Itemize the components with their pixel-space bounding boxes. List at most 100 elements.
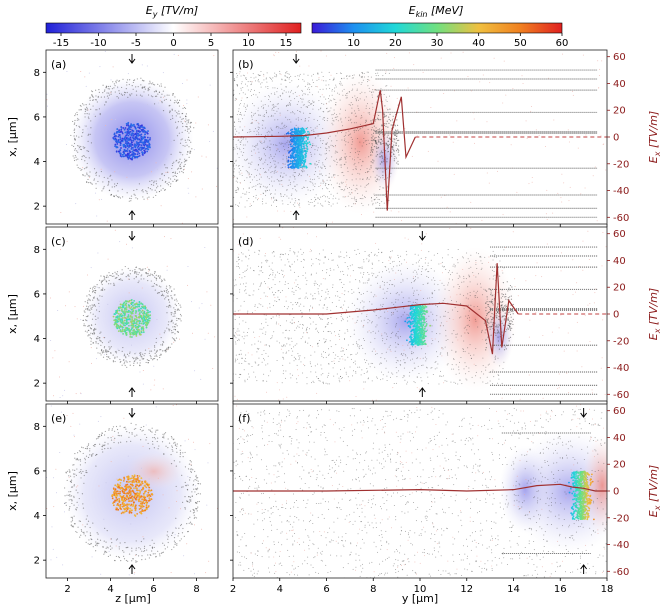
- long-noise: [470, 201, 472, 203]
- long-electron: [240, 353, 242, 355]
- long-electron: [294, 75, 296, 77]
- cross-electron: [181, 112, 184, 115]
- long-electron: [284, 163, 286, 165]
- long-electron: [315, 160, 317, 162]
- cross-ion: [122, 324, 125, 327]
- long-electron: [447, 254, 449, 256]
- long-electron: [367, 279, 369, 281]
- long-electron: [294, 113, 296, 115]
- long-electron: [360, 83, 362, 85]
- long-electron: [276, 199, 278, 201]
- long-electron: [283, 172, 285, 174]
- cross-electron: [100, 344, 102, 346]
- long-electron: [236, 191, 238, 193]
- front-electron: [375, 155, 377, 157]
- long-ion: [303, 131, 306, 134]
- long-electron: [357, 343, 359, 345]
- long-electron: [343, 190, 345, 192]
- cross-electron: [160, 294, 163, 297]
- long-electron: [481, 262, 483, 264]
- long-noise: [278, 51, 280, 53]
- cross-electron: [180, 139, 182, 141]
- long-ion: [298, 131, 301, 133]
- cross-ion: [137, 124, 140, 127]
- ytick-label: 8: [34, 68, 40, 79]
- cross-electron: [110, 274, 112, 277]
- cross-noise: [215, 185, 217, 187]
- long-electron: [341, 347, 343, 349]
- long-electron: [252, 73, 254, 75]
- cross-electron: [160, 336, 162, 339]
- cross-electron: [77, 144, 79, 147]
- long-ion: [307, 136, 310, 139]
- cross-electron: [128, 275, 130, 277]
- long-electron: [321, 204, 323, 206]
- long-electron: [284, 337, 286, 339]
- long-electron: [346, 97, 348, 99]
- long-electron: [314, 186, 316, 188]
- long-electron: [334, 98, 336, 100]
- long-electron: [255, 194, 257, 196]
- long-electron: [253, 89, 255, 91]
- cross-electron: [138, 280, 140, 282]
- cross-electron: [153, 282, 156, 285]
- long-ion: [287, 132, 290, 135]
- long-electron: [401, 302, 403, 304]
- long-electron: [324, 167, 326, 169]
- long-electron: [310, 103, 312, 105]
- long-electron: [296, 184, 298, 186]
- long-electron: [239, 291, 241, 293]
- long-electron: [352, 370, 354, 372]
- cross-noise: [90, 362, 92, 364]
- long-electron: [286, 161, 288, 163]
- long-ion: [296, 129, 299, 132]
- cross-electron: [188, 128, 190, 130]
- cross-electron: [95, 89, 97, 91]
- cross-electron: [153, 84, 156, 86]
- long-electron: [258, 183, 260, 185]
- cross-electron: [106, 355, 108, 358]
- long-electron: [240, 151, 242, 153]
- long-electron: [339, 99, 341, 101]
- cross-electron: [112, 360, 115, 362]
- cross-ion: [138, 301, 141, 303]
- long-electron: [361, 313, 363, 315]
- cross-electron: [182, 125, 184, 128]
- long-electron: [350, 102, 352, 104]
- long-noise: [411, 155, 413, 157]
- long-electron: [297, 75, 299, 77]
- long-electron: [324, 200, 326, 202]
- long-ion: [293, 140, 296, 142]
- cross-ion: [138, 138, 141, 141]
- cross-electron: [169, 110, 171, 112]
- long-electron: [305, 193, 307, 195]
- cross-electron: [151, 273, 153, 276]
- long-electron: [234, 148, 236, 150]
- cross-electron: [148, 268, 150, 271]
- cross-ion: [127, 311, 130, 314]
- long-noise: [531, 181, 533, 183]
- cross-electron: [172, 171, 175, 173]
- cross-ion: [140, 144, 143, 147]
- long-electron: [314, 153, 316, 155]
- cross-electron: [164, 164, 166, 166]
- long-electron: [326, 157, 328, 159]
- long-electron: [353, 131, 355, 133]
- cross-electron: [119, 197, 122, 199]
- long-ion: [304, 160, 307, 163]
- long-electron: [489, 380, 491, 382]
- cross-electron: [138, 268, 140, 270]
- cross-electron: [88, 117, 90, 120]
- long-electron: [329, 267, 331, 269]
- cross-electron: [163, 290, 165, 292]
- long-ion: [296, 132, 299, 134]
- cross-electron: [86, 162, 88, 165]
- long-electron: [345, 132, 347, 134]
- cross-noise: [117, 87, 119, 89]
- long-noise: [257, 197, 259, 199]
- cross-ion: [130, 306, 133, 308]
- long-electron: [251, 115, 253, 117]
- long-electron: [293, 172, 295, 174]
- front-electron: [393, 132, 395, 134]
- cross-electron: [92, 99, 94, 101]
